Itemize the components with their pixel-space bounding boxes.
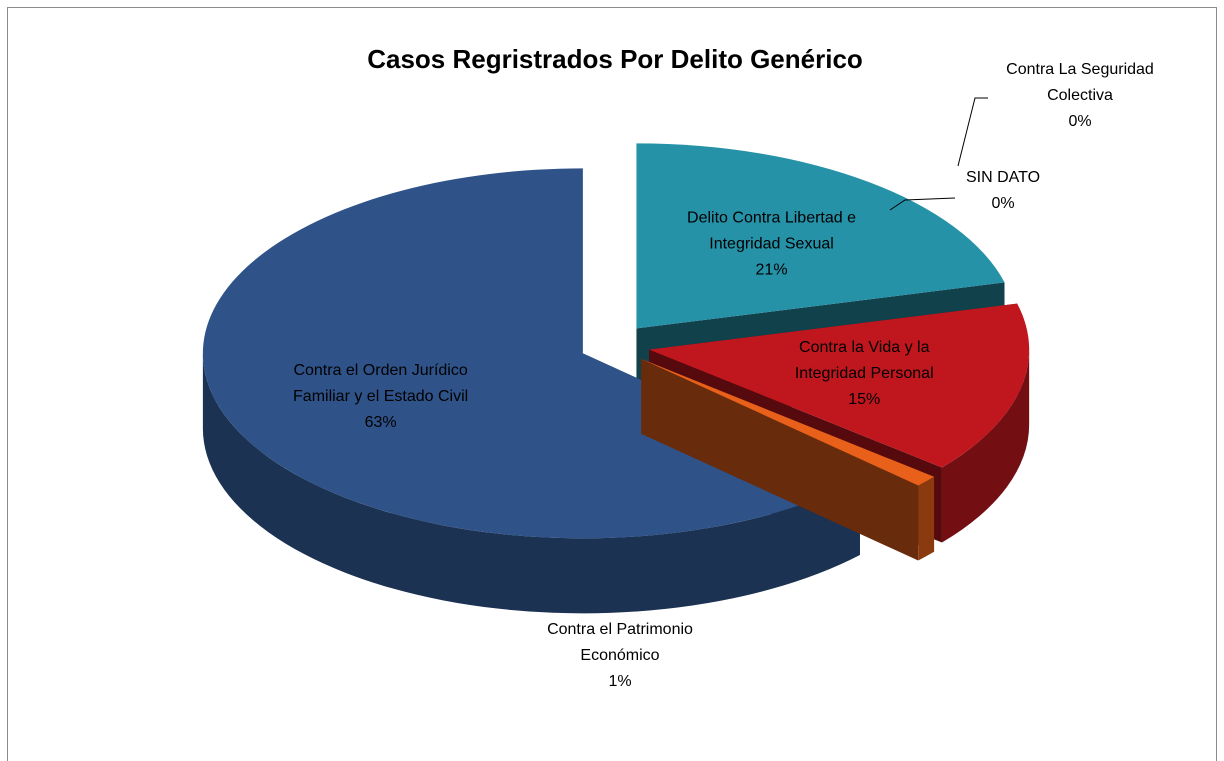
data-label: Contra el Orden Jurídico Familiar y el Es… [293, 362, 468, 405]
value-label: 63% [365, 414, 397, 431]
slice [641, 358, 935, 561]
value-label: 0% [1068, 113, 1091, 130]
slice-wall [641, 358, 919, 561]
pie [202, 143, 1030, 614]
slice-top [649, 303, 1030, 468]
slice-top [641, 358, 935, 486]
data-label: Contra la Vida y la Integridad Personal [795, 339, 934, 382]
leader-line [889, 197, 956, 211]
labels: Contra La Seguridad Colectiva 0% SIN DATO 0%… [293, 61, 1154, 690]
data-label: SIN DATO [966, 169, 1040, 186]
data-label: Contra La Seguridad Colectiva [1006, 61, 1154, 104]
value-label: 1% [608, 673, 631, 690]
chart-title: Casos Regristrados Por Delito Genérico [367, 44, 863, 74]
slice-side [202, 353, 860, 614]
value-label: 15% [848, 391, 880, 408]
data-label: Contra el Patrimonio Económico [547, 621, 693, 664]
slice-side [941, 349, 1030, 543]
value-label: 0% [991, 195, 1014, 212]
slice-side [918, 476, 935, 561]
leader-line [957, 97, 988, 167]
data-label: Delito Contra Libertad e Integridad Sexua… [687, 210, 856, 253]
value-label: 21% [756, 262, 788, 279]
slice-top [636, 143, 1005, 329]
